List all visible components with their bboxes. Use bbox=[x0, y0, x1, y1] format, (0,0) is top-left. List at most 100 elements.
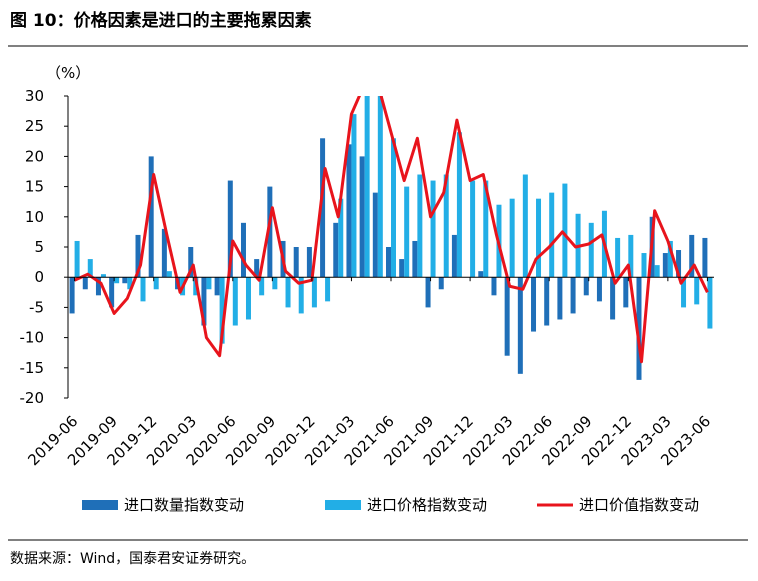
bar bbox=[87, 259, 93, 278]
bar bbox=[443, 174, 449, 278]
bar bbox=[377, 96, 383, 278]
bar bbox=[109, 277, 115, 308]
bar bbox=[707, 277, 713, 329]
bar bbox=[588, 222, 594, 278]
bar bbox=[153, 277, 159, 290]
bar bbox=[320, 138, 326, 278]
bar bbox=[240, 222, 246, 278]
bar bbox=[219, 277, 225, 344]
bar bbox=[364, 96, 370, 278]
bar bbox=[386, 247, 391, 278]
bar bbox=[293, 247, 299, 278]
bar bbox=[346, 144, 352, 278]
bar bbox=[689, 234, 695, 278]
bar bbox=[372, 192, 378, 278]
bar bbox=[628, 234, 634, 278]
bar bbox=[694, 277, 700, 305]
bar bbox=[681, 277, 687, 308]
bar bbox=[399, 259, 405, 278]
bar bbox=[140, 277, 146, 302]
bar bbox=[478, 271, 484, 278]
bar bbox=[74, 240, 80, 278]
y-tick-label: 25 bbox=[25, 117, 44, 135]
bar bbox=[636, 277, 642, 380]
legend-swatch bbox=[82, 500, 118, 510]
unit-label: （%） bbox=[46, 64, 90, 82]
bar bbox=[504, 277, 510, 356]
bar bbox=[662, 253, 668, 278]
bar bbox=[135, 234, 141, 278]
bar bbox=[298, 277, 304, 314]
bar bbox=[214, 277, 220, 296]
y-tick-label: 5 bbox=[34, 238, 44, 256]
bar bbox=[509, 198, 515, 278]
y-tick-label: 15 bbox=[25, 178, 44, 196]
bar bbox=[206, 277, 212, 290]
y-tick-label: -5 bbox=[29, 298, 44, 316]
bar bbox=[470, 180, 476, 278]
bar bbox=[456, 132, 462, 278]
y-tick-label: 10 bbox=[25, 208, 44, 226]
bar bbox=[562, 183, 568, 278]
bar bbox=[82, 277, 88, 290]
legend-label: 进口数量指数变动 bbox=[124, 496, 244, 514]
bar bbox=[610, 277, 616, 320]
bar bbox=[254, 259, 260, 278]
y-tick-label: -10 bbox=[20, 329, 45, 347]
bar bbox=[536, 198, 542, 278]
bar bbox=[201, 277, 207, 326]
y-tick-label: 30 bbox=[25, 87, 44, 105]
chart-title: 图 10：价格因素是进口的主要拖累因素 bbox=[10, 10, 312, 31]
y-tick-label: -15 bbox=[20, 359, 45, 377]
bar bbox=[430, 180, 436, 278]
bar bbox=[391, 138, 396, 278]
bar bbox=[95, 277, 101, 296]
bar bbox=[676, 250, 682, 278]
line-series bbox=[73, 96, 709, 364]
bar bbox=[127, 277, 133, 290]
bar bbox=[557, 277, 563, 320]
bar bbox=[491, 277, 497, 296]
bar bbox=[338, 198, 344, 278]
bar bbox=[438, 277, 444, 290]
bar bbox=[641, 253, 647, 278]
bar bbox=[227, 180, 233, 278]
bar bbox=[404, 186, 410, 278]
y-tick-label: 20 bbox=[25, 147, 44, 165]
bar bbox=[188, 247, 194, 278]
bar bbox=[583, 277, 589, 296]
bar bbox=[549, 192, 555, 278]
bar bbox=[359, 156, 365, 278]
bar bbox=[544, 277, 550, 326]
bar bbox=[615, 237, 621, 278]
bar bbox=[148, 156, 154, 278]
bar bbox=[425, 277, 431, 308]
bar bbox=[531, 277, 537, 332]
bar bbox=[667, 240, 673, 278]
bar bbox=[451, 234, 457, 278]
bar bbox=[570, 277, 576, 314]
bar bbox=[412, 240, 418, 278]
bar bbox=[232, 277, 238, 326]
y-tick-label: -20 bbox=[20, 389, 45, 407]
legend-label: 进口价值指数变动 bbox=[579, 496, 699, 514]
legend-swatch bbox=[325, 500, 361, 510]
bar bbox=[623, 277, 629, 308]
bar bbox=[311, 277, 317, 308]
bar bbox=[417, 174, 423, 278]
bar bbox=[245, 277, 251, 320]
bar bbox=[267, 186, 273, 278]
bar bbox=[351, 114, 357, 278]
bar bbox=[259, 277, 265, 296]
bar bbox=[114, 277, 120, 284]
bar bbox=[654, 265, 660, 278]
bar bbox=[517, 277, 523, 374]
bar bbox=[122, 277, 128, 284]
bar bbox=[285, 277, 291, 308]
y-tick-label: 0 bbox=[34, 268, 44, 286]
bar bbox=[702, 237, 708, 278]
bar bbox=[100, 274, 106, 278]
bar bbox=[483, 180, 489, 278]
source: 数据来源：Wind，国泰君安证券研究。 bbox=[10, 551, 255, 567]
